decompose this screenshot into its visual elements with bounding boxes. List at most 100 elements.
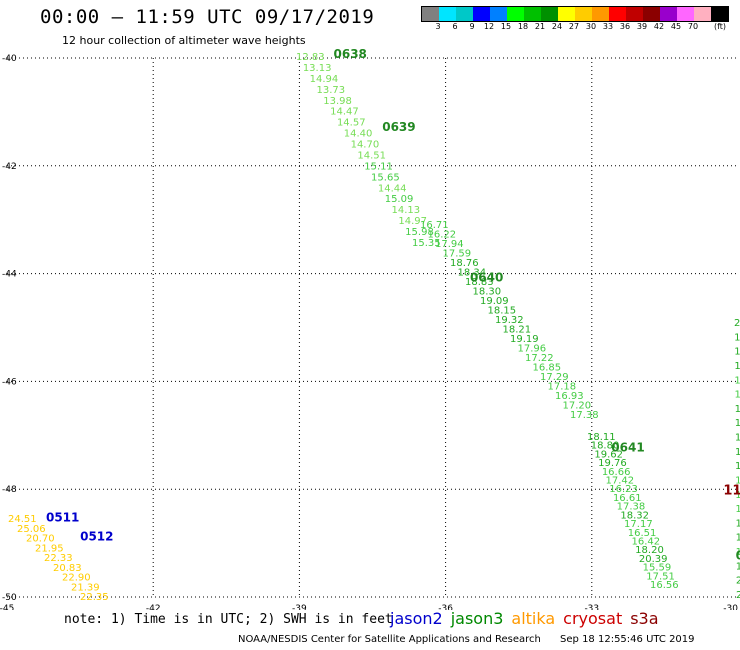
wave-height-value: 19.62 — [594, 449, 623, 460]
wave-height-value: 17.18 — [548, 382, 577, 393]
wave-height-value: 16.23 — [609, 484, 638, 495]
pass-time-label: 0640 — [470, 271, 503, 285]
color-swatch — [558, 7, 575, 21]
wave-height-value: 18.20 — [635, 545, 664, 556]
wave-height-value: 18.21 — [503, 325, 532, 336]
wave-height-value: 15.09 — [385, 194, 414, 205]
color-swatch — [524, 7, 541, 21]
y-tick-label: -48 — [2, 485, 17, 495]
wave-height-value: 18.34 — [458, 268, 487, 279]
wave-height-value: 17.85 — [735, 390, 740, 401]
wave-height-value: 17.42 — [606, 476, 635, 487]
wave-height-value: 20 — [734, 318, 740, 329]
wave-height-value: 17.40 — [735, 490, 740, 501]
wave-height-value: 16.56 — [650, 580, 679, 591]
wave-height-value: 19. — [734, 332, 740, 343]
x-tick-label: -30 — [723, 604, 738, 610]
color-scale-label: 27 — [568, 22, 580, 31]
wave-height-value: 15.97 — [735, 504, 740, 515]
wave-height-value: 17.94 — [736, 547, 740, 558]
color-scale-label: 21 — [534, 22, 546, 31]
wave-height-value: 12.83 — [296, 52, 325, 63]
wave-height-value: 20.70 — [26, 534, 55, 545]
color-swatch — [677, 7, 694, 21]
satellite-legend: jason2 jason3 altika cryosat s3a — [390, 609, 667, 628]
footer-org: NOAA/NESDIS Center for Satellite Applica… — [238, 634, 541, 645]
wave-height-value: 19.19 — [510, 334, 539, 345]
color-scale-label: 12 — [483, 22, 495, 31]
footer: NOAA/NESDIS Center for Satellite Applica… — [238, 634, 695, 645]
x-tick-label: -36 — [438, 604, 453, 610]
wave-height-value: 17.96 — [518, 344, 547, 355]
wave-height-value: 19.09 — [480, 296, 509, 307]
wave-height-value: 14.51 — [357, 150, 386, 161]
wave-height-value: 20.83 — [53, 563, 82, 574]
legend-altika: altika — [511, 609, 556, 628]
wave-height-value: 24.51 — [8, 514, 37, 525]
wave-height-value: 17.38 — [570, 410, 599, 421]
color-scale-label: 24 — [551, 22, 563, 31]
wave-height-value: 18.76 — [450, 258, 479, 269]
wave-height-value: 22.33 — [44, 553, 73, 564]
y-tick-label: -42 — [2, 162, 17, 172]
wave-height-value: 21.39 — [71, 582, 100, 593]
color-swatch — [507, 7, 524, 21]
wave-height-value: 18.83 — [465, 277, 494, 288]
color-scale-label: 9 — [469, 22, 475, 31]
color-swatch — [694, 7, 711, 21]
color-scale-label: 6 — [452, 22, 458, 31]
wave-height-value: 16.71 — [420, 220, 449, 231]
wave-height-value: 20.3 — [736, 576, 740, 587]
x-tick-label: -42 — [146, 604, 161, 610]
y-tick-label: -46 — [2, 377, 17, 387]
footer-timestamp: Sep 18 12:55:46 UTC 2019 — [560, 634, 695, 645]
wave-height-value: 18.80 — [591, 441, 620, 452]
pass-time-label: 0512 — [80, 529, 113, 543]
wave-height-value: 16.61 — [613, 493, 642, 504]
map-title: 00:00 – 11:59 UTC 09/17/2019 — [40, 6, 375, 28]
color-scale-label: 45 — [670, 22, 682, 31]
wave-height-value: 13.13 — [303, 63, 332, 74]
wave-height-value: 17.56 — [734, 375, 740, 386]
wave-height-value: 16.66 — [602, 467, 631, 478]
wave-height-value: 18.32 — [620, 510, 649, 521]
color-swatch — [660, 7, 677, 21]
x-tick-label: -45 — [0, 604, 14, 610]
wave-height-value: 18.04 — [735, 404, 740, 415]
wave-height-value: 21.95 — [35, 543, 64, 554]
color-swatch — [592, 7, 609, 21]
wave-height-value: 17.29 — [540, 372, 569, 383]
x-tick-label: -33 — [584, 604, 599, 610]
color-swatch — [711, 7, 728, 21]
color-scale-label: 36 — [619, 22, 631, 31]
color-scale-label: 3 — [435, 22, 441, 31]
pass-time-label: 0639 — [382, 120, 415, 134]
wave-height-value: 16.85 — [533, 363, 562, 374]
color-scale-label: 42 — [653, 22, 665, 31]
wave-height-value: 19.97 — [735, 433, 740, 444]
wave-height-value: 16.22 — [428, 230, 457, 241]
wave-height-value: 17.59 — [443, 249, 472, 260]
legend-jason2: jason2 — [390, 609, 443, 628]
pass-time-label: 06 — [736, 548, 740, 562]
color-swatch — [626, 7, 643, 21]
wave-height-value: 14.70 — [351, 140, 380, 151]
pass-time-label: 112 — [723, 484, 740, 499]
color-swatch — [609, 7, 626, 21]
color-swatch — [422, 7, 439, 21]
x-tick-label: -39 — [292, 604, 307, 610]
map-subtitle: 12 hour collection of altimeter wave hei… — [62, 34, 306, 47]
wave-height-value: 14.13 — [392, 205, 421, 216]
color-swatch — [643, 7, 660, 21]
y-tick-label: -50 — [2, 593, 17, 603]
pass-time-label: 0641 — [611, 440, 644, 454]
wave-height-value: 18.94 — [736, 561, 740, 572]
wave-height-value: 14.47 — [330, 107, 359, 118]
wave-height-value: 17.99 — [735, 475, 740, 486]
color-scale-label: 39 — [636, 22, 648, 31]
pass-time-label: 0638 — [334, 47, 367, 61]
y-tick-label: -44 — [2, 270, 17, 280]
color-swatch — [541, 7, 558, 21]
wave-height-value: 13.98 — [323, 96, 352, 107]
wave-height-value: 18.41 — [735, 418, 740, 429]
